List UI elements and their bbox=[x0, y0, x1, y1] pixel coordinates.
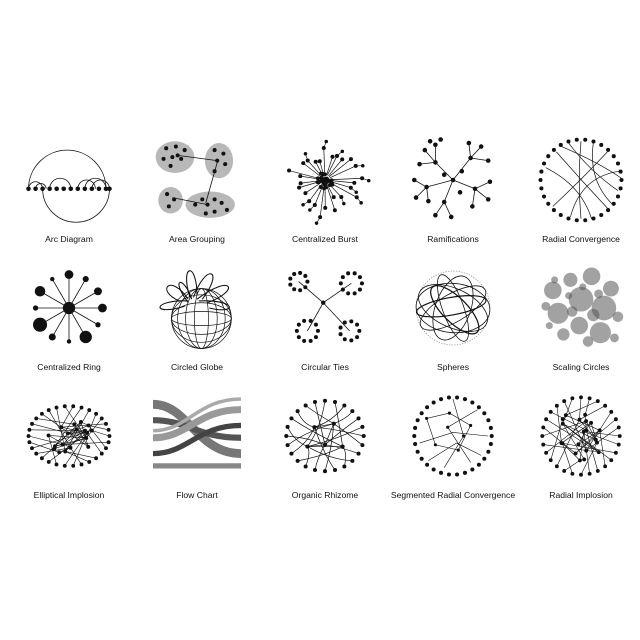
diagram-label: Segmented Radial Convergence bbox=[390, 490, 516, 500]
diagram-label: Spheres bbox=[436, 362, 469, 372]
diagram-cell-segmented-radial-convergence: Segmented Radial Convergence bbox=[389, 384, 517, 512]
ramifications-icon bbox=[411, 137, 493, 220]
diagram-label: Area Grouping bbox=[169, 234, 225, 244]
organic-rhizome-icon bbox=[284, 398, 366, 474]
radial-convergence-icon bbox=[538, 137, 624, 223]
circled-globe-icon bbox=[159, 270, 232, 349]
diagram-cell-centralized-burst: Centralized Burst bbox=[261, 128, 389, 256]
diagram-label: Flow Chart bbox=[176, 490, 218, 500]
diagram-cell-circled-globe: Circled Globe bbox=[133, 256, 261, 384]
flow-chart-icon bbox=[152, 397, 242, 469]
diagram-label: Organic Rhizome bbox=[291, 490, 359, 500]
diagram-cell-arc-diagram: Arc Diagram bbox=[5, 128, 133, 256]
centralized-burst-icon bbox=[287, 139, 371, 225]
radial-implosion-icon bbox=[540, 395, 622, 477]
diagram-label: Circled Globe bbox=[170, 362, 224, 372]
diagram-cell-spheres: Spheres bbox=[389, 256, 517, 384]
diagram-cell-centralized-ring: Centralized Ring bbox=[5, 256, 133, 384]
diagram-cell-radial-convergence: Radial Convergence bbox=[517, 128, 640, 256]
diagram-label: Radial Implosion bbox=[549, 490, 613, 500]
diagram-cell-scaling-circles: Scaling Circles bbox=[517, 256, 640, 384]
circular-ties-icon bbox=[288, 270, 364, 343]
diagram-label: Centralized Ring bbox=[37, 362, 101, 372]
diagram-cell-radial-implosion: Radial Implosion bbox=[517, 384, 640, 512]
diagram-label: Ramifications bbox=[427, 234, 479, 244]
diagram-cell-elliptical-implosion: Elliptical Implosion bbox=[5, 384, 133, 512]
scaling-circles-icon bbox=[541, 267, 624, 347]
segmented-radial-convergence-icon bbox=[412, 395, 494, 477]
centralized-ring-icon bbox=[32, 270, 107, 344]
spheres-icon bbox=[415, 270, 491, 346]
diagram-label: Arc Diagram bbox=[45, 234, 93, 244]
diagram-label: Circular Ties bbox=[301, 362, 349, 372]
elliptical-implosion-icon bbox=[26, 404, 112, 468]
arc-diagram-icon bbox=[26, 149, 112, 223]
diagram-label: Centralized Burst bbox=[292, 234, 358, 244]
area-grouping-icon bbox=[155, 141, 235, 218]
diagram-cell-area-grouping: Area Grouping bbox=[133, 128, 261, 256]
diagram-cell-ramifications: Ramifications bbox=[389, 128, 517, 256]
diagram-cell-organic-rhizome: Organic Rhizome bbox=[261, 384, 389, 512]
diagram-label: Elliptical Implosion bbox=[33, 490, 105, 500]
diagram-cell-flow-chart: Flow Chart bbox=[133, 384, 261, 512]
diagram-cell-circular-ties: Circular Ties bbox=[261, 256, 389, 384]
diagram-label: Scaling Circles bbox=[552, 362, 610, 372]
diagram-label: Radial Convergence bbox=[542, 234, 620, 244]
